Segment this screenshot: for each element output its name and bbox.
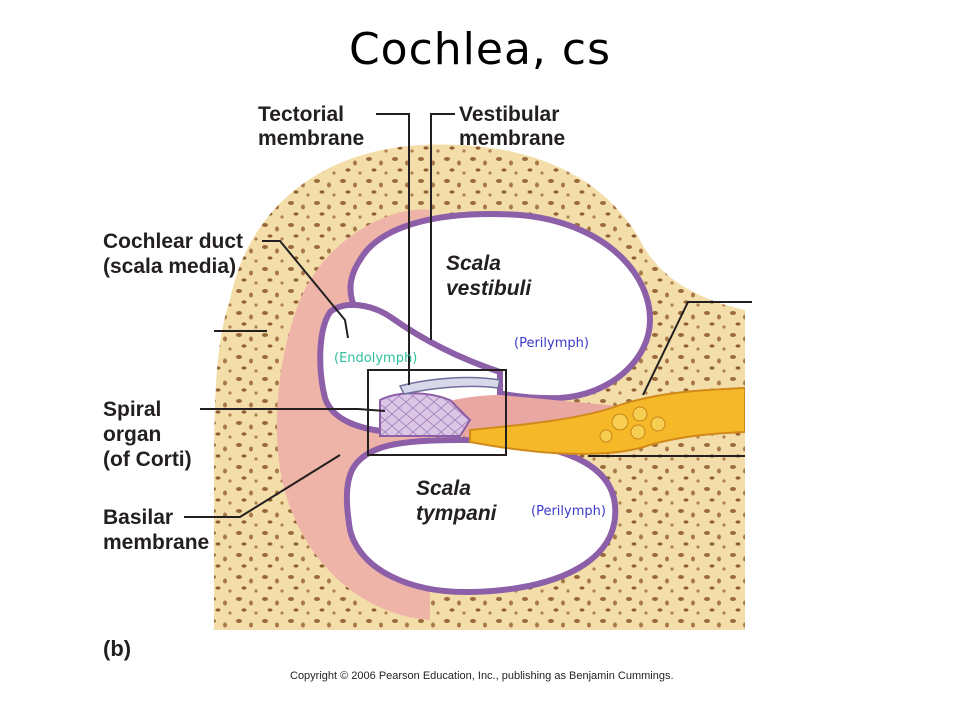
scala-tympani-chamber (343, 436, 619, 596)
label-vestibular-line-1: Vestibular (459, 103, 559, 126)
label-spiral-organ-line-2: organ (103, 423, 161, 446)
tectorial-membrane-shape (398, 376, 501, 395)
annotation-perilymph-upper: (Perilymph) (514, 336, 589, 351)
detail-box (367, 369, 507, 456)
label-scala-tympani-line-1: Scala (416, 477, 471, 500)
label-vestibular-line-2: membrane (459, 127, 565, 150)
copyright-notice: Copyright © 2006 Pearson Education, Inc.… (290, 670, 674, 682)
panel-letter: (b) (103, 636, 131, 661)
label-scala-vestibuli-line-2: vestibuli (446, 277, 532, 300)
label-basilar-line-2: membrane (103, 531, 209, 554)
nerve-fibers (599, 406, 666, 443)
label-scala-vestibuli-line-1: Scala (446, 252, 501, 275)
cochlea-illustration (214, 144, 745, 630)
label-spiral-organ-line-3: (of Corti) (103, 448, 192, 471)
label-cochlear-duct-line-2: (scala media) (103, 255, 236, 278)
label-cochlear-duct-line-1: Cochlear duct (103, 230, 243, 253)
label-tectorial-line-2: membrane (258, 127, 364, 150)
organ-of-corti-cells (379, 392, 472, 437)
label-basilar-line-1: Basilar (103, 506, 173, 529)
cochlear-nerve (469, 386, 745, 455)
annotation-perilymph-lower: (Perilymph) (531, 504, 606, 519)
label-spiral-organ-line-1: Spiral (103, 398, 161, 421)
label-scala-tympani-line-2: tympani (416, 502, 498, 525)
label-tectorial-line-1: Tectorial (258, 103, 344, 126)
page-title: Cochlea, cs (348, 24, 612, 75)
annotation-endolymph: (Endolymph) (334, 351, 417, 366)
leader-lines (184, 113, 752, 518)
